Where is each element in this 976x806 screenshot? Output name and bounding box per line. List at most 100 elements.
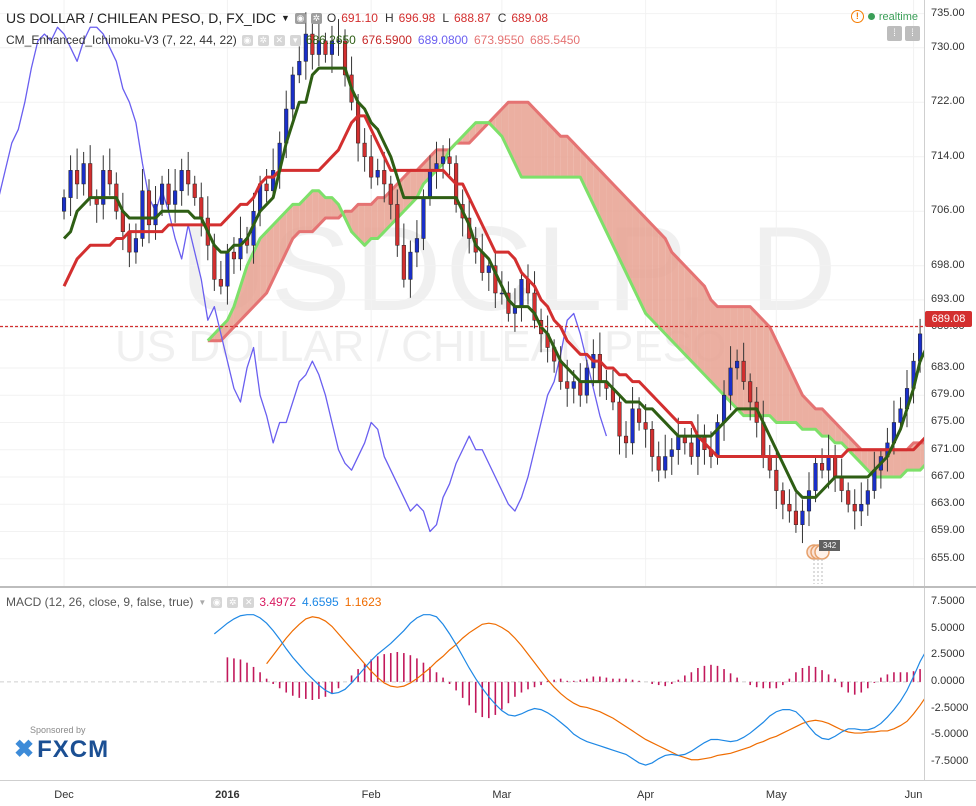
candle-body (748, 381, 753, 403)
ichimoku-cloud-segment (410, 170, 417, 205)
ichimoku-cloud-segment (612, 183, 620, 259)
time-axis[interactable]: Dec 2016 Feb Mar Apr May Jun (0, 780, 976, 806)
gear-icon[interactable]: ✲ (310, 12, 322, 24)
ichimoku-cloud-segment (769, 327, 777, 423)
candle-body (780, 490, 785, 505)
symbol-title[interactable]: US DOLLAR / CHILEAN PESO, D, FX_IDC (6, 10, 276, 26)
candle-body (310, 33, 315, 55)
candle-body (212, 245, 217, 280)
pane-divider[interactable] (0, 586, 976, 588)
candle-body (101, 170, 106, 205)
candle-body (519, 279, 524, 307)
maximize-pane-button[interactable]: ⁞ (887, 26, 902, 41)
ichimoku-label[interactable]: CM_Enhanced_Ichimoku-V3 (7, 22, 44, 22) (6, 33, 237, 47)
macd-axis[interactable]: 7.5000 5.0000 2.5000 0.0000 -2.5000 -5.0000 -7… (924, 588, 976, 780)
candle-body (846, 490, 851, 505)
ichimoku-cloud-segment (260, 231, 267, 300)
realtime-status[interactable]: ! realtime (850, 10, 918, 23)
price-tick-label: 683.00 (931, 360, 965, 373)
candle-body (186, 170, 191, 185)
close-icon[interactable]: ✕ (243, 596, 255, 608)
candle-body (833, 456, 838, 478)
candle-body (160, 183, 165, 205)
close-icon[interactable]: ✕ (273, 34, 285, 46)
ichimoku-cloud-segment (305, 190, 313, 232)
symbol-legend[interactable]: US DOLLAR / CHILEAN PESO, D, FX_IDC ▼ ◉ … (6, 10, 550, 26)
candle-body (676, 435, 681, 450)
ichimoku-cloud-segment (678, 258, 685, 355)
gear-icon[interactable]: ✲ (227, 596, 239, 608)
eye-icon[interactable]: ◉ (294, 12, 306, 24)
eye-icon[interactable]: ◉ (211, 596, 223, 608)
candle-body (441, 156, 446, 164)
macd-tick-label: -5.0000 (931, 728, 969, 741)
time-tick-label: Jun (904, 789, 923, 801)
time-tick-label: Dec (54, 789, 74, 801)
candle-body (329, 40, 335, 55)
macd-label[interactable]: MACD (12, 26, close, 9, false, true) (6, 595, 194, 609)
candle-body (336, 40, 341, 43)
ichimoku-value: 686.2650 (305, 33, 356, 47)
chevron-down-icon[interactable]: ▼ (198, 597, 207, 607)
eye-icon[interactable]: ◉ (241, 34, 253, 46)
macd-legend[interactable]: MACD (12, 26, close, 9, false, true) ▼ ◉… (6, 595, 381, 609)
candle-body (820, 463, 825, 471)
earnings-events-marker[interactable]: 342 (804, 540, 840, 584)
candle-body (316, 40, 321, 55)
ichimoku-cloud-segment (292, 204, 300, 239)
ichimoku-cloud-segment (240, 265, 248, 321)
minimize-pane-button[interactable]: ⁞ (905, 26, 920, 41)
candle-body (408, 251, 413, 280)
ichimoku-cloud-segment (325, 197, 332, 219)
ichimoku-cloud-segment (639, 211, 646, 314)
price-chart-pane[interactable] (0, 0, 924, 586)
candle-body (146, 190, 152, 226)
ichimoku-cloud-segment (508, 102, 515, 164)
candle-body (342, 40, 348, 76)
price-tick-label: 693.00 (931, 292, 965, 305)
gear-icon[interactable]: ✲ (257, 34, 269, 46)
candle-body (787, 503, 792, 512)
candle-body (735, 360, 740, 369)
ohlc-key: L (442, 11, 449, 25)
warning-icon[interactable]: ! (850, 10, 864, 23)
macd-line (213, 614, 924, 766)
senkou-span-b-line (207, 100, 924, 452)
price-tick-label: 679.00 (931, 388, 965, 401)
candle-body (852, 503, 857, 512)
candle-body (166, 183, 171, 205)
candle-body (617, 401, 622, 437)
ichimoku-cloud-segment (684, 265, 692, 362)
candle-body (356, 101, 361, 144)
ichimoku-cloud-segment (573, 143, 581, 178)
ichimoku-cloud-segment (691, 272, 698, 368)
ohlc-values: O 691.10 H 696.98 L 688.87 C 689.08 (327, 11, 550, 25)
candle-body (179, 170, 184, 192)
candle-body (532, 292, 537, 321)
ichimoku-cloud-segment (619, 190, 627, 273)
ichimoku-cloud-segment (233, 286, 241, 328)
candle-body (728, 367, 733, 396)
price-axis[interactable]: 735.00 730.00 722.00 714.00 706.00 698.00 693.… (924, 0, 976, 586)
candle-body (800, 510, 805, 525)
sponsor-badge[interactable]: Sponsored by ✖ FXCM (14, 725, 109, 764)
ohlc-key: H (384, 11, 394, 25)
ichimoku-cloud-segment (893, 449, 901, 477)
candle-body (793, 510, 798, 525)
chevron-down-icon[interactable]: ▼ (280, 13, 290, 23)
candle-body (565, 381, 570, 389)
candle-body (826, 456, 831, 471)
candle-body (669, 449, 674, 457)
price-tick-label: 730.00 (931, 40, 965, 53)
candle-body (427, 170, 433, 198)
candle-body (362, 142, 367, 157)
candle-body (637, 408, 642, 423)
more-icon[interactable]: ▾ (289, 34, 301, 46)
ichimoku-values: 686.2650 676.5900 689.0800 673.9550 685.5450 (306, 33, 580, 47)
ichimoku-legend[interactable]: CM_Enhanced_Ichimoku-V3 (7, 22, 44, 22) … (6, 33, 580, 47)
candle-body (107, 170, 112, 185)
ichimoku-cloud-segment (312, 190, 319, 232)
ichimoku-cloud-segment (671, 252, 679, 348)
candle-body (656, 456, 661, 471)
sponsor-logo[interactable]: ✖ FXCM (14, 735, 109, 764)
